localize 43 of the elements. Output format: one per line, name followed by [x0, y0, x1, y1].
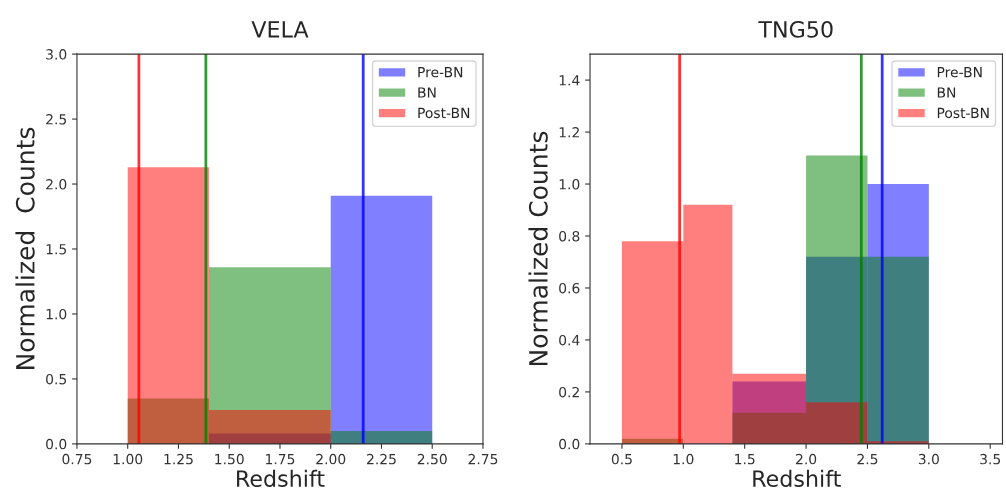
x-tick-label: 3.0: [918, 453, 939, 465]
y-axis-title: Normalized Counts: [15, 127, 35, 370]
x-tick-label: 1.50: [215, 453, 244, 465]
x-tick-label: 1.5: [735, 454, 755, 465]
x-tick-label: 2.5: [857, 453, 878, 465]
y-axis-title: Normalized Counts: [528, 131, 548, 366]
y-tick-label: 0.2: [559, 386, 579, 398]
x-tick-label: 2.0: [796, 453, 817, 465]
x-tick-label: 0.5: [611, 453, 632, 465]
y-tick-label: 0.0: [46, 438, 67, 450]
chart-title: VELA: [251, 21, 309, 38]
y-tick-label: 0.6: [559, 282, 580, 294]
legend-label: Pre-BN: [937, 67, 982, 78]
x-axis-title: Redshift: [753, 469, 841, 488]
y-tick-label: 1.5: [46, 244, 67, 255]
y-tick-label: 3.0: [46, 49, 67, 60]
legend-label: Pre-BN: [418, 67, 463, 78]
y-tick-label: 1.0: [559, 179, 580, 190]
x-tick-label: 1.25: [164, 453, 193, 465]
x-axis-title: Redshift: [237, 469, 325, 488]
x-tick-label: 2.25: [367, 453, 396, 465]
x-tick-label: 1.00: [113, 453, 143, 465]
x-tick-label: 1.75: [266, 454, 295, 465]
x-tick-label: 2.50: [417, 453, 447, 465]
x-tick-label: 0.75: [62, 453, 92, 465]
legend-label: BN: [937, 87, 956, 98]
y-tick-label: 2.0: [46, 179, 67, 190]
y-tick-label: 1.0: [46, 308, 67, 320]
y-tick-label: 0.8: [559, 230, 580, 242]
y-tick-label: 1.4: [559, 75, 580, 86]
x-tick-label: 1.0: [673, 453, 694, 465]
x-tick-label: 3.5: [980, 453, 1001, 465]
y-tick-label: 0.4: [559, 334, 580, 346]
y-tick-label: 2.5: [46, 114, 67, 125]
x-tick-label: 2.75: [468, 453, 498, 465]
chart-title: TNG50: [758, 20, 833, 38]
y-tick-label: 1.2: [559, 127, 579, 138]
y-tick-label: 0.5: [46, 373, 67, 385]
legend-label: Post-BN: [418, 107, 470, 119]
x-tick-label: 2.00: [316, 453, 346, 465]
legend-label: Post-BN: [937, 107, 989, 119]
y-tick-label: 0.0: [559, 438, 580, 450]
legend-label: BN: [418, 87, 436, 98]
